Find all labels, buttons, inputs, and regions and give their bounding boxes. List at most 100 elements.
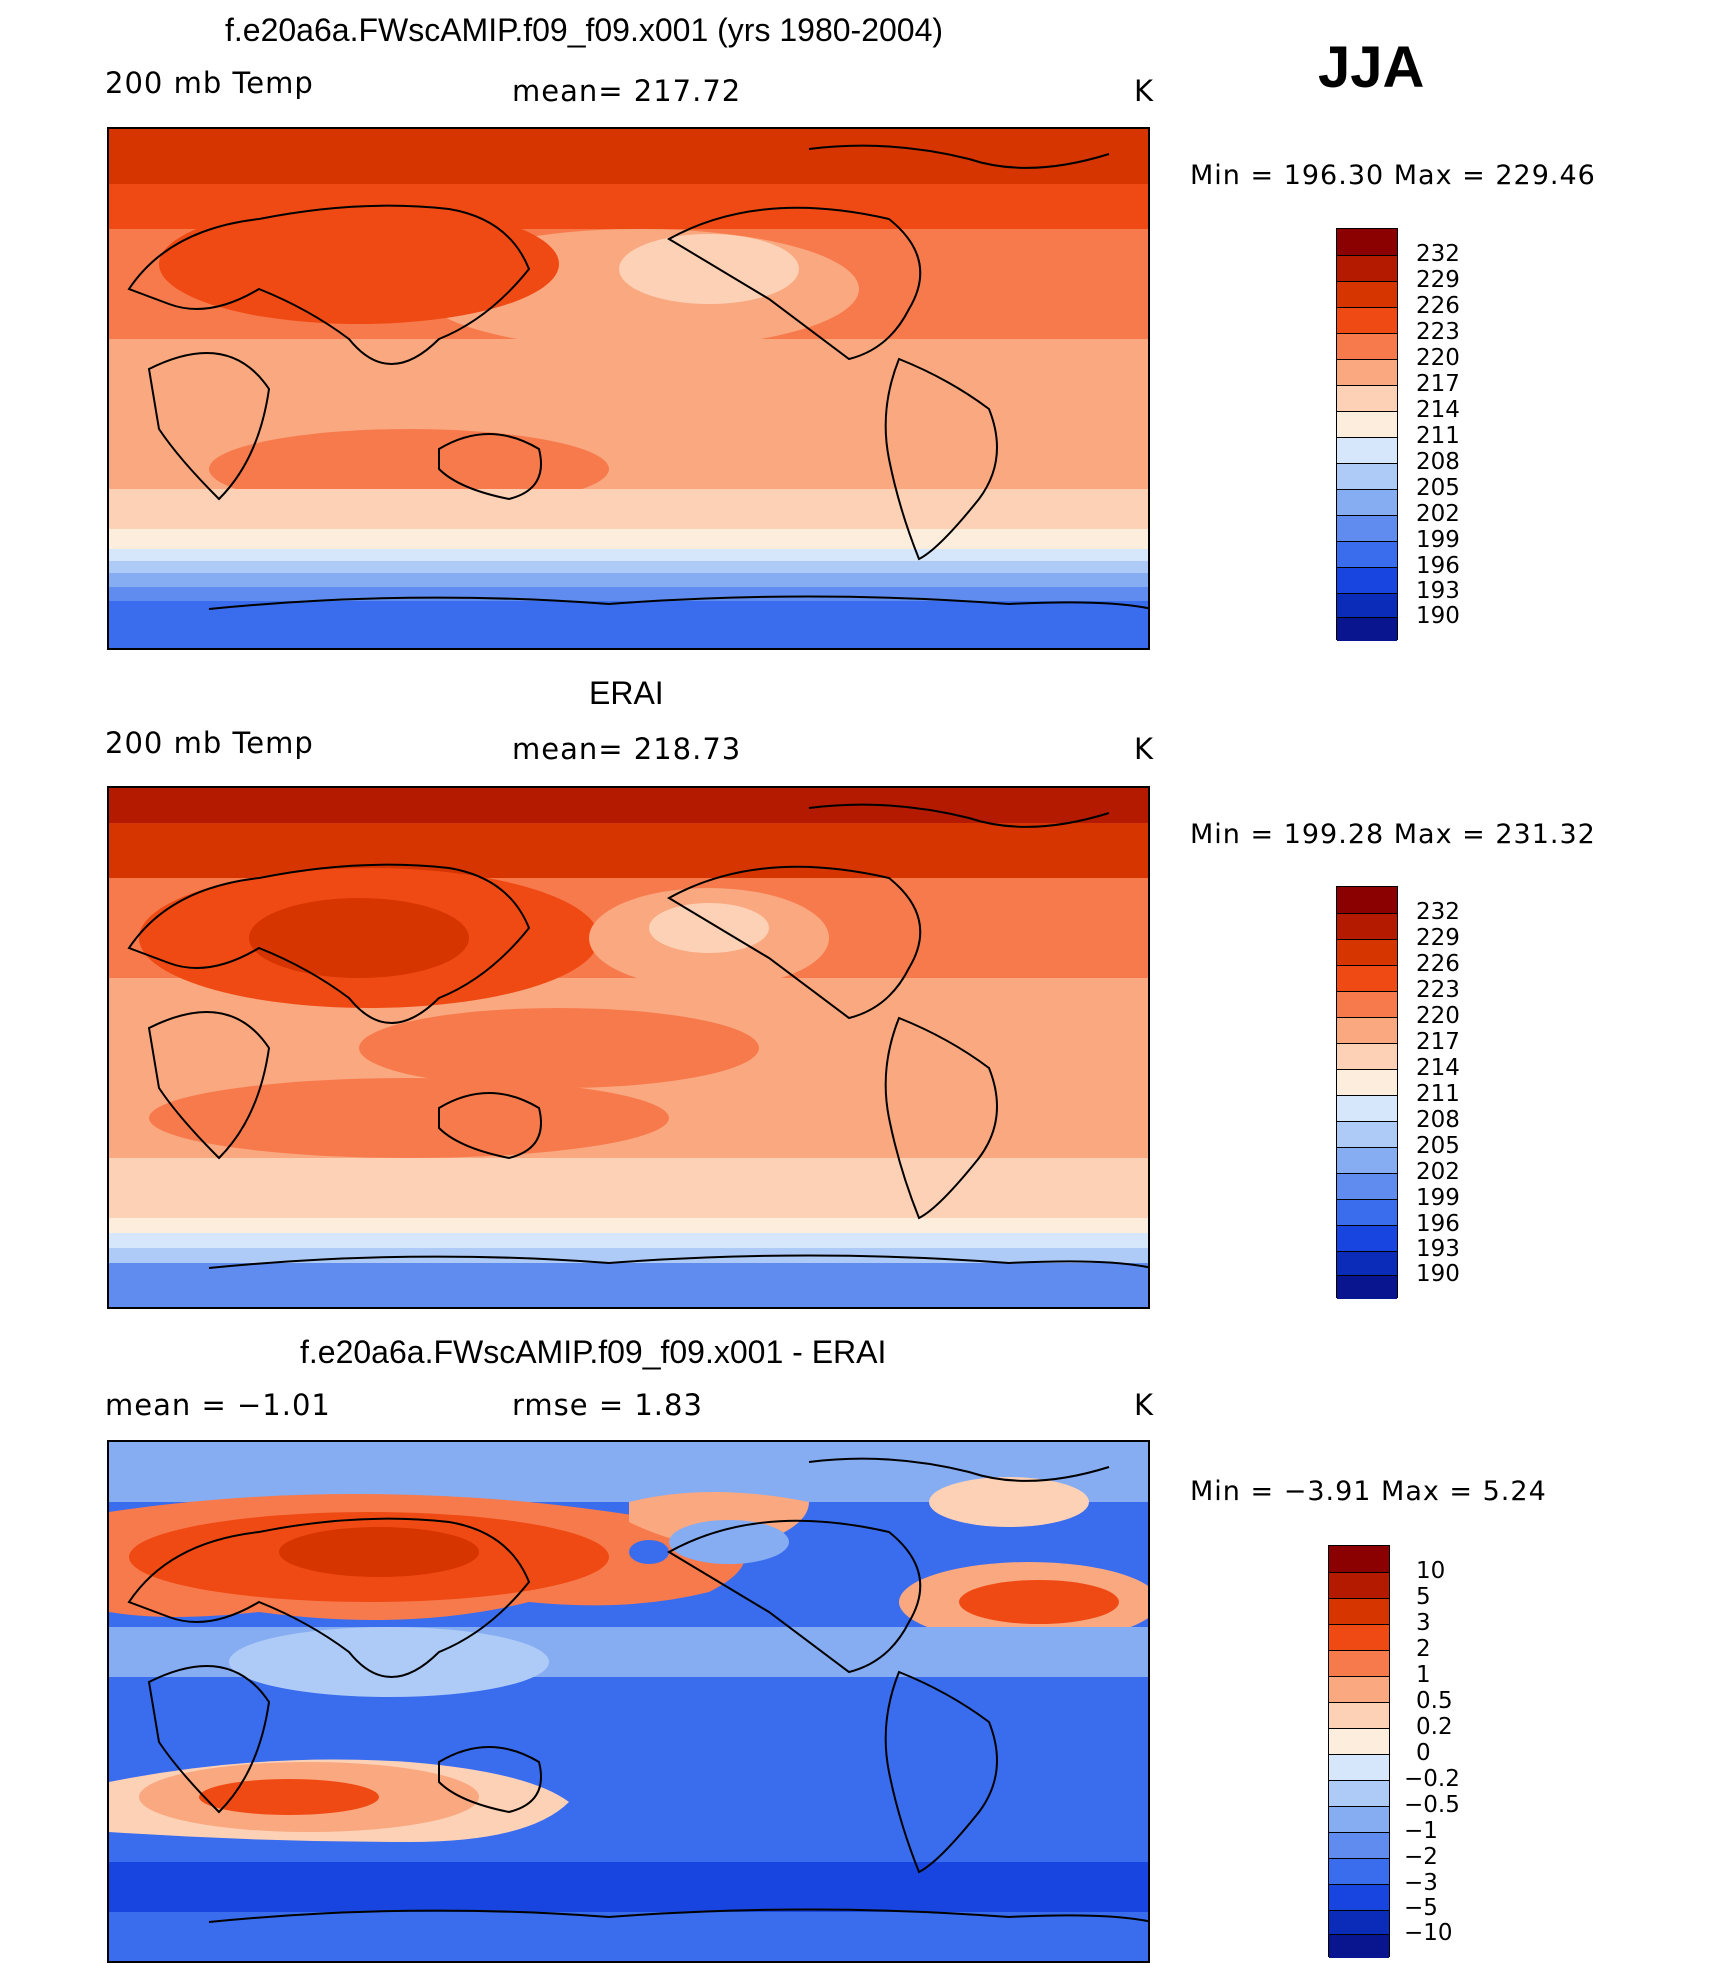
colorbar-swatch xyxy=(1329,1728,1389,1754)
subarctic-band xyxy=(109,823,1148,878)
colorbar-swatch xyxy=(1329,1832,1389,1858)
colorbar-swatch xyxy=(1337,1043,1397,1069)
colorbar-label: 205 xyxy=(1416,475,1460,501)
colorbar-swatch xyxy=(1337,541,1397,567)
colorbar-swatch xyxy=(1337,333,1397,359)
atlantic-warmer-contour xyxy=(959,1580,1119,1624)
tibet-warm-contour xyxy=(249,898,469,978)
panel-3-map xyxy=(107,1440,1150,1963)
colorbar-swatch xyxy=(1337,411,1397,437)
colorbar-swatch xyxy=(1337,965,1397,991)
colorbar-swatch xyxy=(1337,437,1397,463)
south-warm-contour xyxy=(149,1078,669,1158)
colorbar-swatch xyxy=(1329,1624,1389,1650)
south-band-2 xyxy=(109,549,1148,561)
south-midlat-band xyxy=(109,1158,1148,1218)
colorbar-label: 220 xyxy=(1416,345,1460,371)
colorbar-swatch xyxy=(1329,1910,1389,1934)
colorbar-label: 2 xyxy=(1416,1636,1431,1662)
colorbar-swatch xyxy=(1337,307,1397,333)
colorbar-label: 196 xyxy=(1416,553,1460,579)
colorbar-label: 226 xyxy=(1416,951,1460,977)
colorbar-label: 226 xyxy=(1416,293,1460,319)
colorbar-label: 193 xyxy=(1416,578,1460,604)
colorbar-swatch xyxy=(1337,617,1397,641)
south-midlat-band xyxy=(109,489,1148,529)
colorbar-label: 223 xyxy=(1416,977,1460,1003)
colorbar-swatch xyxy=(1337,939,1397,965)
colorbar-label: 223 xyxy=(1416,319,1460,345)
colorbar-label: 190 xyxy=(1416,1261,1460,1287)
panel-3-minmax: Min = −3.91 Max = 5.24 xyxy=(1190,1476,1547,1507)
colorbar-swatch xyxy=(1337,593,1397,617)
panel-2-units: K xyxy=(1134,732,1155,766)
south-warmest-contour xyxy=(199,1779,379,1815)
colorbar-label: 199 xyxy=(1416,527,1460,553)
panel-2-minmax: Min = 199.28 Max = 231.32 xyxy=(1190,819,1596,850)
panel-3-title: f.e20a6a.FWscAMIP.f09_f09.x001 - ERAI xyxy=(300,1334,887,1370)
coastlines xyxy=(127,803,1148,1269)
panel-1-variable: 200 mb Temp xyxy=(105,66,314,100)
colorbar-label: 217 xyxy=(1416,371,1460,397)
colorbar-label: 1 xyxy=(1416,1662,1431,1688)
india-contour xyxy=(229,1627,549,1697)
colorbar-label: 232 xyxy=(1416,241,1460,267)
colorbar-swatch xyxy=(1337,359,1397,385)
colorbar-swatch xyxy=(1329,1546,1389,1572)
arctic-band xyxy=(109,788,1148,823)
colorbar-swatch xyxy=(1329,1754,1389,1780)
panel-1-title: f.e20a6a.FWscAMIP.f09_f09.x001 (yrs 1980… xyxy=(225,12,944,48)
colorbar-swatch xyxy=(1337,1275,1397,1299)
panel-1-units: K xyxy=(1134,74,1155,108)
southern-ocean-band xyxy=(109,1862,1148,1912)
colorbar-swatch xyxy=(1337,913,1397,939)
colorbar-label: −3 xyxy=(1404,1870,1438,1896)
colorbar-swatch xyxy=(1329,1806,1389,1832)
south-band-3 xyxy=(109,561,1148,573)
colorbar-label: −1 xyxy=(1404,1818,1438,1844)
panel-1-mean: mean= 217.72 xyxy=(512,74,742,108)
colorbar-label: 202 xyxy=(1416,1159,1460,1185)
colorbar-swatch xyxy=(1337,385,1397,411)
colorbar-label: 220 xyxy=(1416,1003,1460,1029)
colorbar-swatch xyxy=(1337,1095,1397,1121)
colorbar-label: 229 xyxy=(1416,267,1460,293)
eurasia-warmest-contour xyxy=(279,1527,479,1577)
colorbar-swatch xyxy=(1329,1884,1389,1910)
colorbar-label: 199 xyxy=(1416,1185,1460,1211)
antarctic-band xyxy=(109,1263,1148,1307)
panel-2-map xyxy=(107,786,1150,1309)
colorbar-swatch xyxy=(1337,489,1397,515)
colorbar-swatch xyxy=(1337,515,1397,541)
colorbar-swatch xyxy=(1337,1069,1397,1095)
alaska-cold-contour xyxy=(629,1540,669,1564)
colorbar-label: 211 xyxy=(1416,423,1460,449)
colorbar-swatch xyxy=(1337,1225,1397,1251)
colorbar-label: −2 xyxy=(1404,1844,1438,1870)
panel-2-mean: mean= 218.73 xyxy=(512,732,742,766)
colorbar-swatch xyxy=(1337,1251,1397,1275)
colorbar-label: 5 xyxy=(1416,1584,1431,1610)
colorbar-label: 211 xyxy=(1416,1081,1460,1107)
colorbar-label: 202 xyxy=(1416,501,1460,527)
colorbar-label: 214 xyxy=(1416,1055,1460,1081)
coastlines xyxy=(127,1457,1148,1923)
coastlines xyxy=(127,144,1148,610)
panel-3-colorbar xyxy=(1328,1545,1390,1958)
colorbar-label: 3 xyxy=(1416,1610,1431,1636)
panel-2-colorbar xyxy=(1336,886,1398,1299)
colorbar-swatch xyxy=(1329,1934,1389,1958)
colorbar-label: 196 xyxy=(1416,1211,1460,1237)
greenland-contour xyxy=(929,1477,1089,1527)
colorbar-swatch xyxy=(1337,229,1397,255)
colorbar-swatch xyxy=(1337,1147,1397,1173)
pacific-high-contour xyxy=(619,234,799,304)
panel-2-map-svg xyxy=(109,788,1148,1307)
colorbar-swatch xyxy=(1337,1017,1397,1043)
alaska-cool-contour xyxy=(669,1520,789,1564)
colorbar-label: −10 xyxy=(1404,1920,1453,1946)
pacific-high-contour xyxy=(649,903,769,953)
panel-1-colorbar xyxy=(1336,228,1398,641)
season-label: JJA xyxy=(1318,35,1425,100)
panel-3-map-svg xyxy=(109,1442,1148,1961)
